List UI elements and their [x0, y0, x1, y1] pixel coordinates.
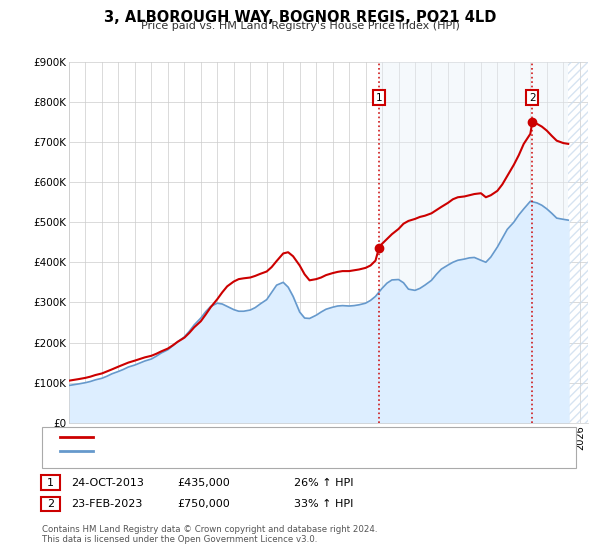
Text: 3, ALBOROUGH WAY, BOGNOR REGIS, PO21 4LD (detached house): 3, ALBOROUGH WAY, BOGNOR REGIS, PO21 4LD… — [99, 432, 445, 442]
Text: 1: 1 — [47, 478, 54, 488]
Text: £750,000: £750,000 — [177, 499, 230, 509]
Text: 1: 1 — [376, 93, 382, 102]
Text: Contains HM Land Registry data © Crown copyright and database right 2024.
This d: Contains HM Land Registry data © Crown c… — [42, 525, 377, 544]
Bar — [379, 62, 568, 423]
Text: HPI: Average price, detached house, Arun: HPI: Average price, detached house, Arun — [99, 446, 317, 456]
Text: 24-OCT-2013: 24-OCT-2013 — [71, 478, 143, 488]
Text: 3, ALBOROUGH WAY, BOGNOR REGIS, PO21 4LD: 3, ALBOROUGH WAY, BOGNOR REGIS, PO21 4LD — [104, 10, 496, 25]
Text: 23-FEB-2023: 23-FEB-2023 — [71, 499, 142, 509]
Text: 33% ↑ HPI: 33% ↑ HPI — [294, 499, 353, 509]
Text: 2: 2 — [529, 93, 536, 102]
Text: Price paid vs. HM Land Registry's House Price Index (HPI): Price paid vs. HM Land Registry's House … — [140, 21, 460, 31]
Text: 2: 2 — [47, 499, 54, 509]
Text: £435,000: £435,000 — [177, 478, 230, 488]
Text: 26% ↑ HPI: 26% ↑ HPI — [294, 478, 353, 488]
